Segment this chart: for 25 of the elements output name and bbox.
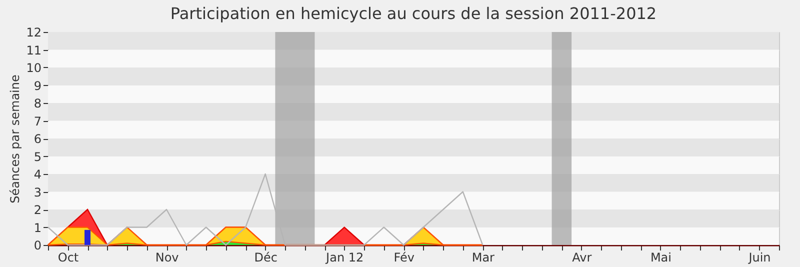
y-tick-label: 10	[26, 61, 42, 75]
y-tick-label: 7	[34, 114, 42, 128]
y-axis-title: Séances par semaine	[8, 74, 22, 204]
x-tick-label: Déc	[254, 250, 278, 264]
line-series	[47, 173, 484, 246]
x-tick-label: Avr	[572, 250, 592, 264]
x-tick-label: Mai	[650, 250, 672, 264]
y-tick-label: 0	[34, 238, 42, 252]
chart-title: Participation en hemicycle au cours de la session 2011-2012	[170, 4, 657, 23]
x-tick-label: Nov	[155, 250, 179, 264]
y-tick-label: 1	[34, 220, 42, 235]
y-tick-label: 3	[34, 185, 42, 200]
x-tick-label: Oct	[58, 250, 79, 264]
x-tick-label: Juin	[748, 250, 771, 264]
x-tick-label: Jan 12	[325, 250, 364, 264]
y-tick-label: 8	[34, 96, 42, 110]
y-tick-label: 11	[26, 43, 42, 58]
y-tick-label: 4	[34, 168, 42, 182]
x-tick-label: Fév	[394, 250, 414, 264]
x-tick-label: Mar	[472, 250, 495, 264]
y-tick-label: 12	[26, 26, 42, 40]
y-tick-label: 6	[34, 132, 42, 146]
y-tick-label: 9	[34, 78, 42, 93]
y-tick-label: 5	[34, 150, 42, 164]
y-tick-label: 2	[34, 203, 42, 217]
